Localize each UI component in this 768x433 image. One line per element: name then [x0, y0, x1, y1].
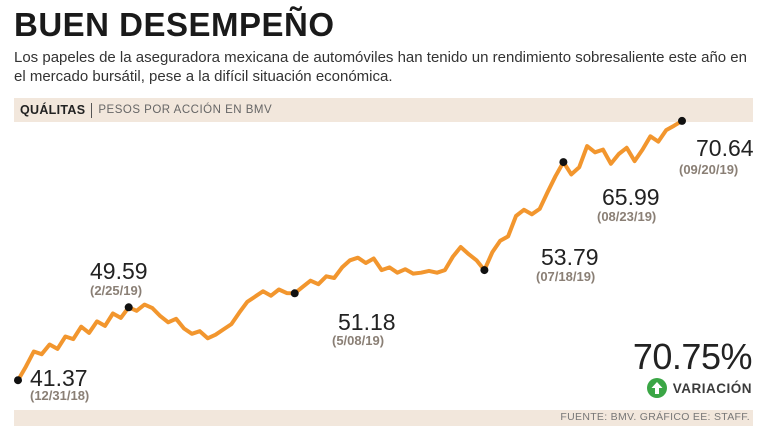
- band-separator: [91, 102, 93, 118]
- data-label-date: (5/08/19): [332, 333, 384, 348]
- data-label-date: (08/23/19): [597, 209, 656, 224]
- footer-band: [14, 410, 753, 426]
- variation-row: VARIACIÓN: [646, 378, 752, 398]
- annotation-layer: 41.37(12/31/18) 49.59(2/25/19) 51.18(5/08/…: [30, 135, 754, 403]
- data-label-date: (09/20/19): [679, 162, 738, 177]
- up-arrow-icon: [646, 378, 667, 398]
- data-label-value: 41.37: [30, 365, 88, 391]
- data-label-value: 65.99: [602, 184, 660, 210]
- data-label-value: 70.64: [696, 135, 754, 161]
- chart-header-band: QUÁLITAS PESOS POR ACCIÓN EN BMV: [14, 98, 753, 122]
- variation-value: 70.75%: [632, 336, 753, 377]
- data-marker: [124, 303, 133, 312]
- variation-label: VARIACIÓN: [672, 380, 752, 396]
- data-label-value: 49.59: [90, 258, 148, 284]
- data-label-value: 51.18: [338, 309, 396, 335]
- company-name: QUÁLITAS: [20, 103, 86, 117]
- data-marker: [14, 376, 22, 385]
- chart-subtitle: Los papeles de la aseguradora mexicana d…: [14, 49, 747, 85]
- data-marker: [290, 289, 299, 298]
- data-marker: [678, 116, 686, 125]
- data-label-date: (2/25/19): [90, 283, 142, 298]
- source-note: FUENTE: BMV. GRÁFICO EE: STAFF.: [560, 411, 750, 423]
- data-label-value: 53.79: [541, 244, 599, 270]
- marker-layer: [14, 116, 686, 385]
- data-marker: [559, 158, 568, 167]
- data-marker: [480, 266, 489, 275]
- data-label-date: (07/18/19): [536, 269, 595, 284]
- unit-label: PESOS POR ACCIÓN EN BMV: [98, 104, 273, 116]
- chart-title: BUEN DESEMPEÑO: [14, 6, 335, 43]
- data-label-date: (12/31/18): [30, 388, 89, 403]
